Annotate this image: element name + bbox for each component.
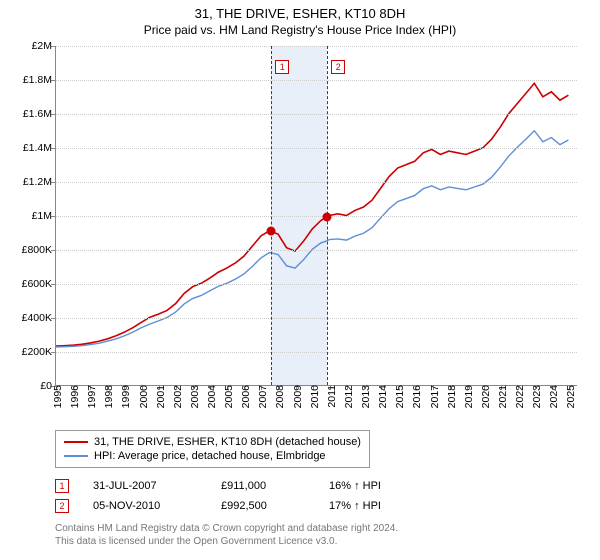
sale-pct: 16% ↑ HPI: [329, 480, 439, 492]
xtick-label: 2002: [168, 385, 184, 408]
xtick-label: 2007: [253, 385, 269, 408]
ytick-label: £1M: [32, 210, 56, 222]
xtick-label: 1995: [48, 385, 64, 408]
legend-label: 31, THE DRIVE, ESHER, KT10 8DH (detached…: [94, 436, 361, 448]
sale-vline: [271, 46, 272, 385]
sale-dot: [323, 213, 332, 222]
ytick-label: £1.2M: [23, 176, 56, 188]
xtick-label: 2025: [561, 385, 577, 408]
sale-marker: 2: [55, 499, 69, 513]
legend-swatch: [64, 441, 88, 443]
xtick-label: 2008: [270, 385, 286, 408]
xtick-label: 2024: [544, 385, 560, 408]
sale-price: £911,000: [221, 480, 321, 492]
xtick-label: 2011: [322, 385, 338, 408]
gridline: [56, 148, 577, 149]
xtick-label: 1998: [99, 385, 115, 408]
chart-area: £0£200K£400K£600K£800K£1M£1.2M£1.4M£1.6M…: [55, 46, 577, 386]
sale-pct: 17% ↑ HPI: [329, 500, 439, 512]
series-hpi: [56, 131, 568, 347]
xtick-label: 2006: [236, 385, 252, 408]
page-subtitle: Price paid vs. HM Land Registry's House …: [0, 21, 600, 41]
xtick-label: 2013: [356, 385, 372, 408]
legend-label: HPI: Average price, detached house, Elmb…: [94, 450, 326, 462]
xtick-label: 2021: [493, 385, 509, 408]
sales-table: 1 31-JUL-2007 £911,000 16% ↑ HPI 2 05-NOV-201…: [55, 476, 439, 516]
gridline: [56, 318, 577, 319]
ytick-label: £1.8M: [23, 74, 56, 86]
sale-price: £992,500: [221, 500, 321, 512]
sale-date: 31-JUL-2007: [93, 480, 213, 492]
xtick-label: 2001: [151, 385, 167, 408]
xtick-label: 2023: [527, 385, 543, 408]
gridline: [56, 250, 577, 251]
gridline: [56, 114, 577, 115]
sale-dot: [267, 227, 276, 236]
xtick-label: 1997: [82, 385, 98, 408]
xtick-label: 2012: [339, 385, 355, 408]
xtick-label: 2015: [390, 385, 406, 408]
gridline: [56, 284, 577, 285]
xtick-label: 2014: [373, 385, 389, 408]
ytick-label: £600K: [22, 278, 56, 290]
footer-text: Contains HM Land Registry data © Crown c…: [55, 522, 398, 548]
gridline: [56, 80, 577, 81]
sale-marker-box: 1: [275, 60, 289, 74]
sale-row: 1 31-JUL-2007 £911,000 16% ↑ HPI: [55, 476, 439, 496]
xtick-label: 1996: [65, 385, 81, 408]
sale-date: 05-NOV-2010: [93, 500, 213, 512]
legend-box: 31, THE DRIVE, ESHER, KT10 8DH (detached…: [55, 430, 370, 468]
xtick-label: 2004: [202, 385, 218, 408]
ytick-label: £2M: [32, 40, 56, 52]
xtick-label: 2018: [442, 385, 458, 408]
xtick-label: 1999: [116, 385, 132, 408]
series-subject: [56, 83, 568, 346]
xtick-label: 2022: [510, 385, 526, 408]
gridline: [56, 216, 577, 217]
ytick-label: £1.6M: [23, 108, 56, 120]
xtick-label: 2003: [185, 385, 201, 408]
sale-marker: 1: [55, 479, 69, 493]
footer-line: This data is licensed under the Open Gov…: [55, 535, 398, 548]
sale-row: 2 05-NOV-2010 £992,500 17% ↑ HPI: [55, 496, 439, 516]
xtick-label: 2005: [219, 385, 235, 408]
ytick-label: £1.4M: [23, 142, 56, 154]
xtick-label: 2009: [288, 385, 304, 408]
sale-marker-box: 2: [331, 60, 345, 74]
xtick-label: 2019: [459, 385, 475, 408]
gridline: [56, 46, 577, 47]
ytick-label: £200K: [22, 346, 56, 358]
xtick-label: 2016: [407, 385, 423, 408]
chart-container: 31, THE DRIVE, ESHER, KT10 8DH Price pai…: [0, 0, 600, 560]
xtick-label: 2000: [134, 385, 150, 408]
legend-row: 31, THE DRIVE, ESHER, KT10 8DH (detached…: [64, 435, 361, 449]
ytick-label: £800K: [22, 244, 56, 256]
legend-row: HPI: Average price, detached house, Elmb…: [64, 449, 361, 463]
ytick-label: £400K: [22, 312, 56, 324]
xtick-label: 2020: [476, 385, 492, 408]
xtick-label: 2017: [425, 385, 441, 408]
legend-swatch: [64, 455, 88, 457]
gridline: [56, 352, 577, 353]
footer-line: Contains HM Land Registry data © Crown c…: [55, 522, 398, 535]
gridline: [56, 182, 577, 183]
page-title: 31, THE DRIVE, ESHER, KT10 8DH: [0, 0, 600, 21]
xtick-label: 2010: [305, 385, 321, 408]
